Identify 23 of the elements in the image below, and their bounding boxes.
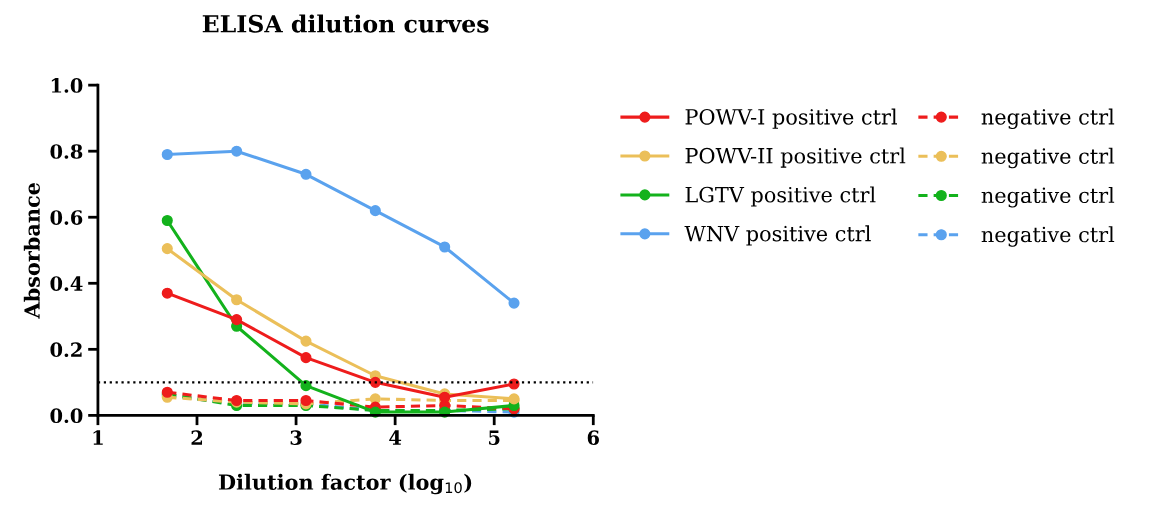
x-tick-label: 5 xyxy=(489,430,500,446)
legend-label: negative ctrl xyxy=(981,226,1115,247)
legend-label: POWV-I positive ctrl xyxy=(685,108,898,129)
x-tick-label: 3 xyxy=(290,430,302,446)
y-tick-label: 0.8 xyxy=(50,144,83,159)
chart-title: ELISA dilution curves xyxy=(202,14,489,33)
y-tick-label: 0.0 xyxy=(50,408,83,424)
y-axis-title: Absorbance xyxy=(23,182,40,319)
y-tick-label: 0.4 xyxy=(50,276,83,291)
x-axis-title: Dilution factor (log$_{10}$) xyxy=(218,473,472,495)
legend-label: negative ctrl xyxy=(981,186,1115,208)
x-tick-label: 1 xyxy=(93,430,103,445)
legend-label: POWV-II positive ctrl xyxy=(685,147,906,168)
x-tick-label: 2 xyxy=(191,430,203,445)
y-tick-label: 0.2 xyxy=(50,342,82,357)
x-tick-label: 4 xyxy=(389,430,402,445)
y-tick-label: 1.0 xyxy=(51,78,83,93)
legend-label: negative ctrl xyxy=(981,108,1115,130)
legend-label: negative ctrl xyxy=(981,147,1115,169)
x-tick-label: 6 xyxy=(587,430,599,446)
y-tick-label: 0.6 xyxy=(50,210,83,225)
legend-label: WNV positive ctrl xyxy=(684,225,871,246)
legend-label: LGTV positive ctrl xyxy=(685,186,876,207)
